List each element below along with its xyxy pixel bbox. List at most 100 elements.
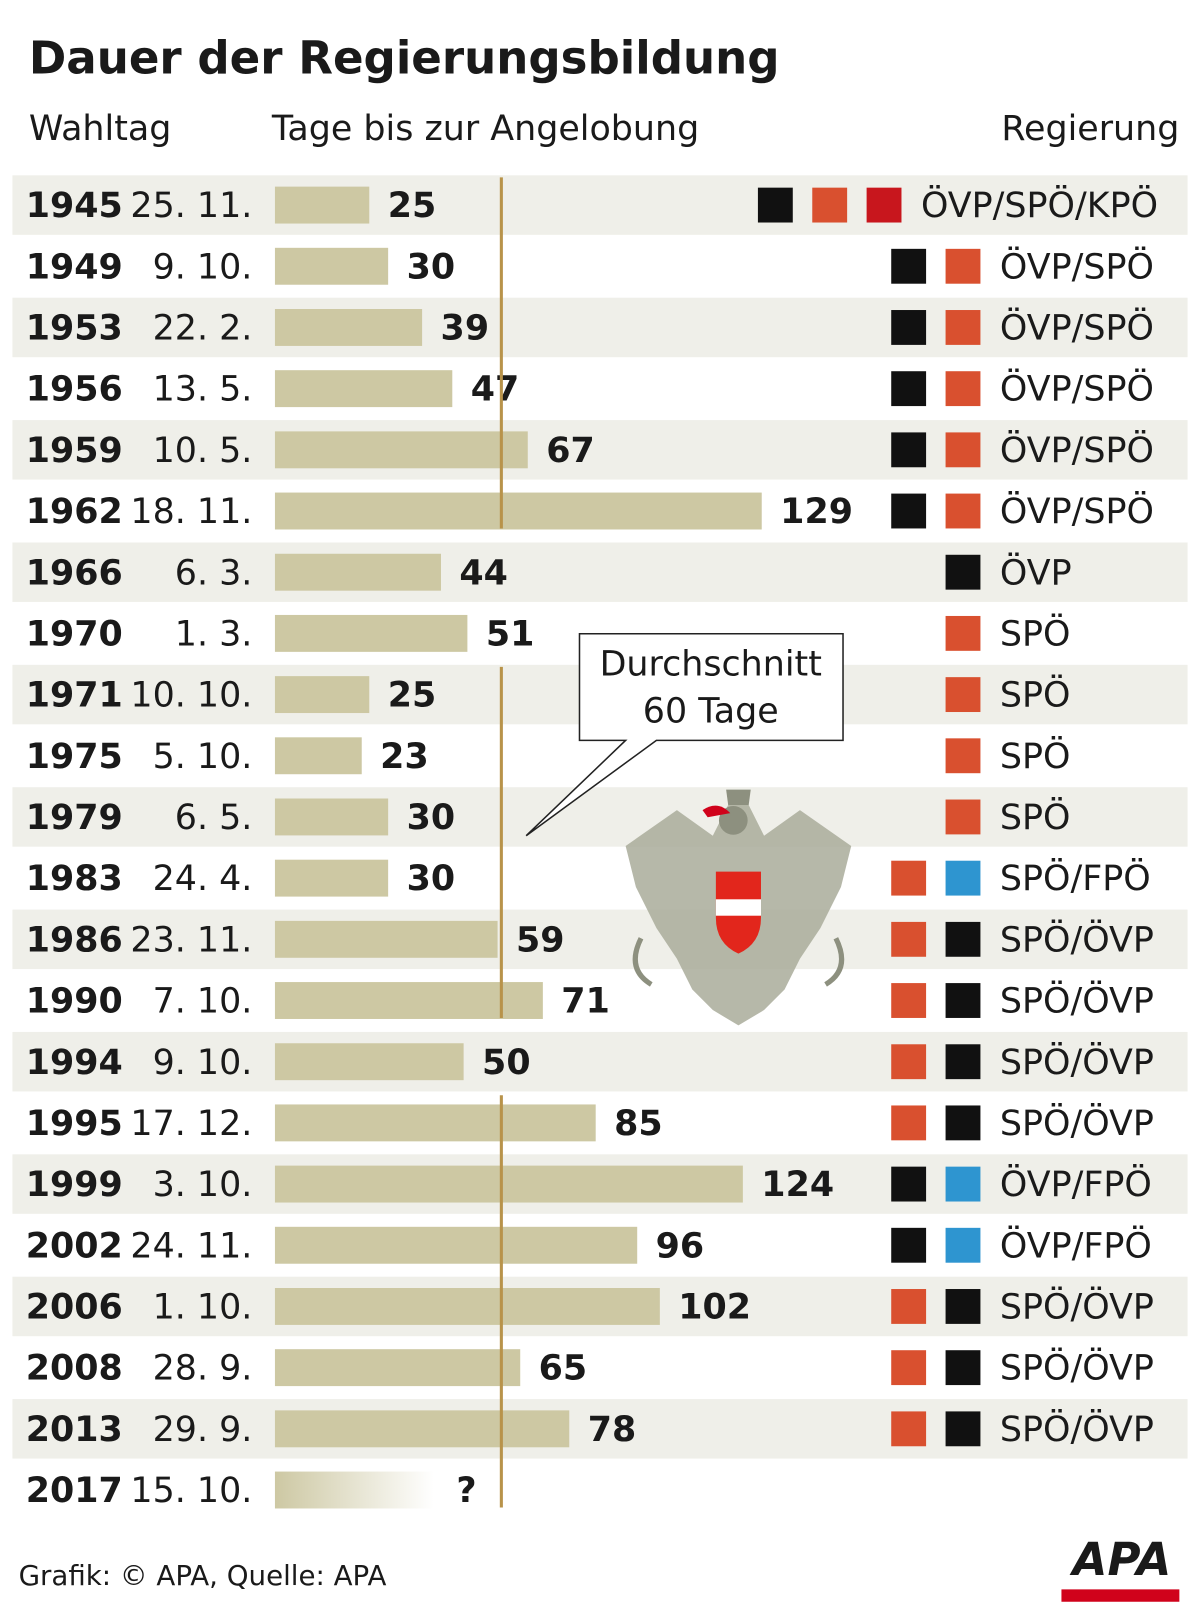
party-swatch <box>945 248 981 284</box>
government-label: ÖVP/SPÖ <box>1000 429 1154 471</box>
date-label: 6. 3. <box>175 553 253 593</box>
value-label: 30 <box>407 247 456 287</box>
year-label: 1994 <box>26 1043 123 1083</box>
party-swatch <box>945 860 981 896</box>
year-label: 1966 <box>26 553 123 593</box>
party-swatch <box>866 187 902 223</box>
party-swatch <box>945 554 981 590</box>
party-swatch <box>945 432 981 468</box>
party-swatch <box>757 187 793 223</box>
year-label: 1999 <box>26 1165 123 1205</box>
year-label: 2017 <box>26 1471 123 1511</box>
government-label: ÖVP/SPÖ <box>1000 245 1154 287</box>
government-label: SPÖ/ÖVP <box>1000 1102 1154 1144</box>
year-label: 1956 <box>26 370 123 410</box>
date-label: 3. 10. <box>153 1165 253 1205</box>
value-label: ? <box>456 1471 476 1511</box>
row-band <box>12 1031 1188 1092</box>
value-label: 47 <box>471 370 520 410</box>
row-band <box>12 909 1188 970</box>
bar <box>274 676 370 714</box>
average-callout <box>525 632 844 837</box>
bar <box>274 614 468 652</box>
year-label: 1949 <box>26 247 123 287</box>
date-label: 22. 2. <box>153 309 253 349</box>
government-label: SPÖ/ÖVP <box>1000 1347 1154 1389</box>
value-label: 78 <box>588 1410 637 1450</box>
date-label: 23. 11. <box>130 920 252 960</box>
column-header: Tage bis zur Angelobung <box>271 109 699 149</box>
value-label: 25 <box>388 186 437 226</box>
party-swatch <box>945 1227 981 1263</box>
date-label: 9. 10. <box>153 247 253 287</box>
value-label: 124 <box>761 1165 834 1205</box>
year-label: 1953 <box>26 309 123 349</box>
year-label: 1990 <box>26 982 123 1022</box>
bar <box>274 247 389 285</box>
bar <box>274 1165 743 1203</box>
year-label: 1975 <box>26 737 123 777</box>
row-band <box>12 175 1188 235</box>
bar <box>274 186 370 224</box>
bar <box>274 798 389 836</box>
bar <box>274 431 528 469</box>
bar <box>274 1349 521 1387</box>
year-label: 2008 <box>26 1349 123 1389</box>
year-label: 1962 <box>26 492 123 532</box>
bar <box>274 920 498 958</box>
party-swatch <box>945 1105 981 1141</box>
average-label: 60 Tage <box>643 692 779 732</box>
government-label: SPÖ/ÖVP <box>1000 1041 1154 1083</box>
government-label: ÖVP/FPÖ <box>1000 1224 1152 1266</box>
party-swatch <box>945 493 981 529</box>
bar <box>274 1288 660 1325</box>
value-label: 30 <box>407 798 456 838</box>
party-swatch <box>891 248 927 284</box>
date-label: 24. 11. <box>130 1226 252 1266</box>
bar <box>274 1410 570 1448</box>
party-swatch <box>945 1411 981 1447</box>
value-label: 25 <box>388 676 437 716</box>
pending-bar <box>274 1471 434 1509</box>
date-label: 10. 10. <box>130 676 252 716</box>
value-label: 59 <box>516 920 565 960</box>
party-swatch <box>891 1166 927 1202</box>
bar <box>274 492 762 530</box>
government-label: SPÖ/ÖVP <box>1000 1286 1154 1328</box>
bar <box>274 1043 464 1081</box>
party-swatch <box>891 860 927 896</box>
party-swatch <box>945 1350 981 1386</box>
eagle-emblem <box>625 789 852 1026</box>
party-swatch <box>891 921 927 957</box>
column-header: Wahltag <box>29 109 172 149</box>
chart-title: Dauer der Regierungsbildung <box>29 32 780 85</box>
year-label: 1995 <box>26 1104 123 1144</box>
year-label: 2013 <box>26 1410 123 1450</box>
column-header: Regierung <box>1001 109 1179 149</box>
party-swatch <box>945 1044 981 1080</box>
logo: APA <box>1070 1533 1172 1586</box>
party-swatch <box>891 493 927 529</box>
value-label: 39 <box>441 309 490 349</box>
date-label: 29. 9. <box>153 1410 253 1450</box>
party-swatch <box>891 1289 927 1324</box>
government-label: ÖVP/SPÖ/KPÖ <box>921 184 1158 226</box>
bar <box>274 1104 596 1142</box>
footer: Grafik: © APA, Quelle: APA <box>19 1559 387 1592</box>
party-swatch <box>945 677 981 713</box>
party-swatch <box>945 738 981 774</box>
logo-bar <box>1061 1589 1180 1602</box>
government-label: ÖVP/SPÖ <box>1000 490 1154 532</box>
value-label: 96 <box>656 1226 705 1266</box>
bar <box>274 309 423 346</box>
date-label: 24. 4. <box>153 859 253 899</box>
value-label: 65 <box>539 1349 588 1389</box>
year-label: 2006 <box>26 1288 123 1328</box>
party-swatch <box>945 1289 981 1324</box>
year-label: 1979 <box>26 798 123 838</box>
rows: 1945 25. 11. 25 ÖVP/SPÖ/KPÖ 1949 9. 10. 30 ÖVP/… <box>12 175 1188 1511</box>
value-label: 71 <box>561 982 610 1022</box>
value-label: 44 <box>459 553 508 593</box>
value-label: 102 <box>678 1288 751 1328</box>
party-swatch <box>891 432 927 468</box>
